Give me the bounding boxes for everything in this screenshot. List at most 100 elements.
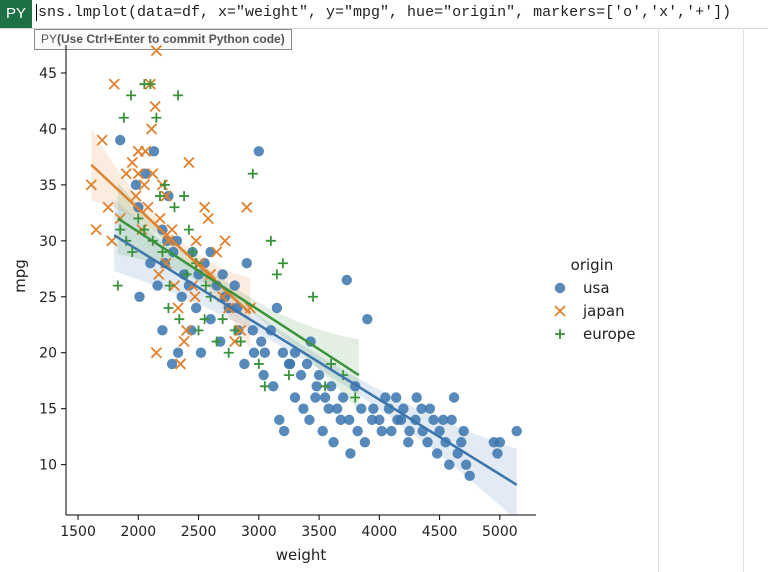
usa-point	[374, 414, 385, 426]
x-tick-label: 4500	[422, 524, 458, 540]
y-tick-label: 15	[39, 402, 57, 418]
grid-column-line	[658, 28, 659, 572]
usa-point	[298, 403, 309, 414]
europe-point	[320, 381, 331, 392]
japan-point	[153, 268, 165, 281]
europe-point	[126, 90, 137, 101]
usa-point	[422, 437, 433, 448]
europe-point	[115, 224, 126, 235]
spreadsheet-grid	[658, 28, 768, 572]
europe-point	[139, 79, 150, 90]
europe-point	[179, 191, 190, 202]
usa-point	[253, 146, 265, 157]
usa-point	[331, 403, 343, 414]
europe-point	[235, 336, 246, 347]
usa-point	[352, 425, 363, 437]
usa-point	[362, 313, 373, 325]
europe-point	[163, 302, 174, 313]
y-axis-label: mpg	[11, 259, 29, 293]
usa-point	[134, 291, 145, 302]
x-tick-label: 4000	[362, 524, 398, 540]
y-tick-label: 10	[39, 458, 57, 474]
usa-point	[259, 347, 271, 358]
japan-point	[235, 324, 247, 336]
japan-point	[150, 45, 163, 57]
europe-point	[200, 280, 211, 291]
legend-title: origin	[571, 256, 614, 274]
y-tick-label: 45	[39, 66, 57, 82]
usa-point	[404, 425, 415, 437]
x-tick-label: 2500	[181, 524, 217, 540]
usa-point	[258, 369, 269, 381]
usa-point	[313, 369, 325, 381]
x-tick-label: 2000	[120, 524, 156, 540]
y-tick-label: 20	[39, 346, 57, 362]
europe-point	[283, 370, 294, 381]
japan-point	[150, 347, 163, 359]
japan-point	[211, 246, 223, 258]
europe-point	[174, 314, 185, 325]
usa-point	[289, 392, 301, 403]
japan-point	[120, 168, 132, 180]
usa-point	[311, 381, 322, 392]
usa-point	[166, 358, 178, 370]
usa-point	[356, 403, 367, 414]
usa-point	[163, 190, 174, 202]
usa-point	[411, 392, 422, 403]
usa-point	[456, 437, 467, 448]
y-tick-label: 30	[39, 234, 57, 250]
europe-point	[139, 224, 150, 235]
japan-point	[189, 291, 201, 303]
usa-point	[398, 403, 409, 414]
japan-point	[139, 145, 152, 157]
usa-point	[271, 302, 283, 314]
japan-point	[149, 100, 161, 113]
europe-point	[259, 381, 270, 392]
usa-point	[328, 437, 339, 448]
usa-point	[376, 425, 387, 437]
japan-point	[202, 212, 214, 225]
usa-point	[319, 392, 331, 403]
europe-regression-line	[117, 217, 360, 377]
usa-point	[494, 437, 506, 448]
europe-point	[159, 179, 170, 190]
usa-point	[395, 414, 407, 426]
japan-point	[126, 156, 138, 169]
europe-point	[247, 168, 258, 179]
usa-point	[268, 381, 279, 392]
commit-tooltip: PY(Use Ctrl+Enter to commit Python code)	[34, 29, 292, 50]
usa-point	[317, 425, 328, 437]
usa-point	[247, 325, 258, 336]
usa-point	[403, 437, 414, 448]
y-tick-label: 40	[39, 122, 57, 138]
usa-point	[431, 448, 443, 459]
tooltip-prefix: PY	[41, 32, 58, 46]
tooltip-text: (Use Ctrl+Enter to commit Python code)	[57, 32, 285, 46]
usa-point	[304, 414, 315, 426]
usa-point	[366, 414, 378, 426]
usa-point	[190, 302, 202, 314]
usa-point	[274, 414, 285, 426]
formula-input[interactable]: sns.lmplot(data=df, x="weight", y="mpg",…	[36, 4, 732, 21]
europe-point	[155, 191, 165, 202]
japan-point	[229, 335, 241, 348]
usa-point	[140, 168, 151, 179]
japan-point	[180, 324, 193, 336]
usa-regression-line	[113, 234, 518, 486]
europe-point	[350, 392, 361, 403]
usa-point	[277, 347, 289, 358]
usa-point	[464, 470, 475, 482]
usa-point	[323, 403, 334, 414]
japan-point	[160, 190, 172, 202]
usa-point	[148, 146, 160, 157]
usa-point	[256, 336, 267, 347]
usa-point	[219, 291, 231, 302]
europe-point	[211, 336, 222, 347]
python-mode-badge[interactable]: PY	[0, 0, 32, 28]
legend-label-japan: japan	[582, 302, 625, 320]
europe-point	[271, 269, 282, 280]
usa-point	[168, 246, 179, 258]
usa-point	[492, 448, 503, 459]
usa-point	[130, 179, 142, 191]
